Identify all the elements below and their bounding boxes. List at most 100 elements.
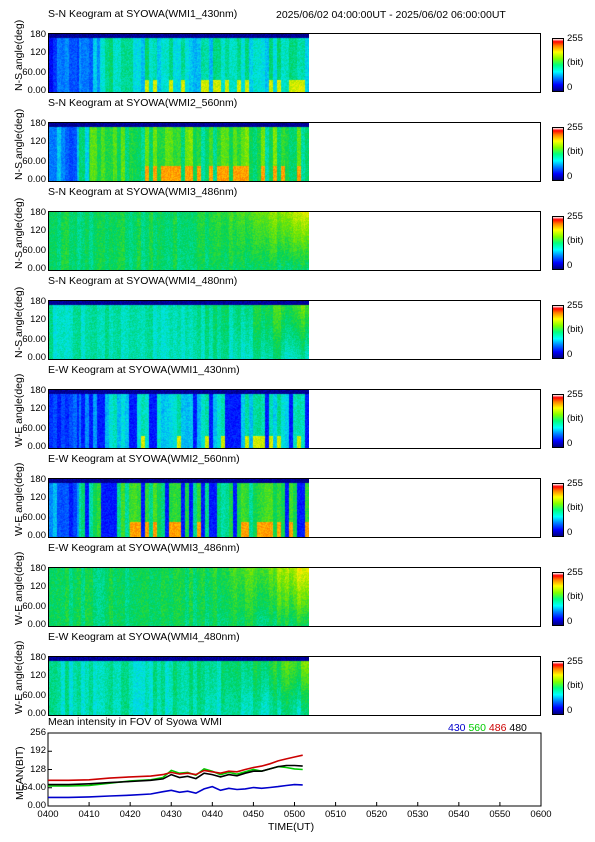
keogram-ytick-0: 0.00: [27, 708, 47, 719]
series-line-486: [48, 754, 303, 782]
colorbar-min: 0: [567, 616, 573, 627]
colorbar-max: 255: [567, 122, 583, 133]
series-line-480: [48, 764, 303, 786]
x-tick-label: 0440: [201, 809, 223, 820]
keogram-image-6: [48, 567, 541, 627]
y-tick-label: 256: [30, 727, 46, 738]
x-tick-label: 0540: [448, 809, 470, 820]
keogram-ytick-0: 0.00: [27, 619, 47, 630]
keogram-canvas-5: [49, 479, 309, 537]
x-tick-label: 0400: [37, 809, 59, 820]
keogram-ytick-60: 60.00: [22, 423, 46, 434]
keogram-image-4: [48, 389, 541, 449]
legend-480: 480: [509, 722, 527, 734]
keogram-image-3: [48, 300, 541, 360]
keogram-ytick-60: 60.00: [22, 512, 46, 523]
legend-560: 560: [468, 722, 486, 734]
x-tick-label: 0450: [242, 809, 264, 820]
colorbar-max: 255: [567, 656, 583, 667]
keogram-image-7: [48, 656, 541, 716]
keogram-ytick-180: 180: [30, 474, 46, 485]
x-tick-label: 0600: [530, 809, 552, 820]
mean-chart-title: Mean intensity in FOV of Syowa WMI: [48, 716, 222, 728]
keogram-title-1: S-N Keogram at SYOWA(WMI2_560nm): [48, 97, 238, 109]
y-tick-label: 192: [30, 745, 46, 757]
colorbar-max: 255: [567, 567, 583, 578]
colorbar-unit: (bit): [567, 680, 584, 691]
keogram-title-4: E-W Keogram at SYOWA(WMI1_430nm): [48, 364, 240, 376]
keogram-image-5: [48, 478, 541, 538]
keogram-ytick-60: 60.00: [22, 156, 46, 167]
x-tick-label: 0500: [283, 809, 306, 820]
colorbar-max: 255: [567, 300, 583, 311]
keogram-ytick-180: 180: [30, 207, 46, 218]
keogram-ytick-120: 120: [30, 670, 46, 681]
keogram-title-2: S-N Keogram at SYOWA(WMI3_486nm): [48, 186, 238, 198]
keogram-canvas-1: [49, 123, 309, 181]
y-tick-label: 0.00: [27, 800, 47, 811]
legend-430: 430: [448, 722, 466, 734]
colorbar-unit: (bit): [567, 235, 584, 246]
keogram-ytick-120: 120: [30, 581, 46, 592]
keogram-ytick-120: 120: [30, 403, 46, 414]
keogram-ytick-60: 60.00: [22, 690, 46, 701]
colorbar-min: 0: [567, 82, 573, 93]
keogram-ytick-0: 0.00: [27, 263, 47, 274]
keogram-ytick-60: 60.00: [22, 601, 46, 612]
keogram-canvas-3: [49, 301, 309, 359]
keogram-ytick-180: 180: [30, 652, 46, 663]
keogram-ytick-60: 60.00: [22, 245, 46, 256]
keogram-ytick-120: 120: [30, 492, 46, 503]
x-tick-label: 0430: [160, 809, 182, 820]
colorbar-1: [552, 127, 564, 181]
keogram-canvas-2: [49, 212, 309, 270]
keogram-image-1: [48, 122, 541, 182]
colorbar-unit: (bit): [567, 146, 584, 157]
date-range-label: 2025/06/02 04:00:00UT - 2025/06/02 06:00…: [276, 9, 506, 21]
keogram-ytick-0: 0.00: [27, 352, 47, 363]
x-tick-label: 0550: [489, 809, 511, 820]
keogram-ytick-180: 180: [30, 118, 46, 129]
colorbar-max: 255: [567, 389, 583, 400]
colorbar-min: 0: [567, 171, 573, 182]
x-tick-label: 0520: [366, 809, 388, 820]
colorbar-unit: (bit): [567, 591, 584, 602]
x-tick-label: 0510: [325, 809, 347, 820]
colorbar-min: 0: [567, 349, 573, 360]
series-line-430: [48, 783, 303, 799]
keogram-ytick-60: 60.00: [22, 334, 46, 345]
keogram-ytick-60: 60.00: [22, 67, 46, 78]
mean-xlabel: TIME(UT): [268, 821, 315, 833]
keogram-image-0: [48, 33, 541, 93]
keogram-ytick-0: 0.00: [27, 174, 47, 185]
keogram-title-6: E-W Keogram at SYOWA(WMI3_486nm): [48, 542, 240, 554]
keogram-ytick-0: 0.00: [27, 85, 47, 96]
keogram-canvas-7: [49, 657, 309, 715]
colorbar-max: 255: [567, 211, 583, 222]
colorbar-unit: (bit): [567, 57, 584, 68]
keogram-canvas-0: [49, 34, 309, 92]
keogram-canvas-4: [49, 390, 309, 448]
colorbar-4: [552, 394, 564, 448]
colorbar-unit: (bit): [567, 324, 584, 335]
keogram-ytick-120: 120: [30, 47, 46, 58]
keogram-title-5: E-W Keogram at SYOWA(WMI2_560nm): [48, 453, 240, 465]
keogram-image-2: [48, 211, 541, 271]
keogram-title-0: S-N Keogram at SYOWA(WMI1_430nm): [48, 8, 238, 20]
colorbar-min: 0: [567, 527, 573, 538]
colorbar-0: [552, 38, 564, 92]
colorbar-min: 0: [567, 260, 573, 271]
colorbar-7: [552, 661, 564, 715]
keogram-ytick-180: 180: [30, 29, 46, 40]
x-tick-label: 0530: [407, 809, 429, 820]
colorbar-max: 255: [567, 33, 583, 44]
x-tick-label: 0420: [119, 809, 141, 820]
keogram-ytick-120: 120: [30, 225, 46, 236]
keogram-canvas-6: [49, 568, 309, 626]
mean-legend: 430 560 486 480: [448, 722, 527, 734]
colorbar-2: [552, 216, 564, 270]
keogram-ytick-180: 180: [30, 385, 46, 396]
colorbar-unit: (bit): [567, 502, 584, 513]
colorbar-3: [552, 305, 564, 359]
colorbar-min: 0: [567, 438, 573, 449]
